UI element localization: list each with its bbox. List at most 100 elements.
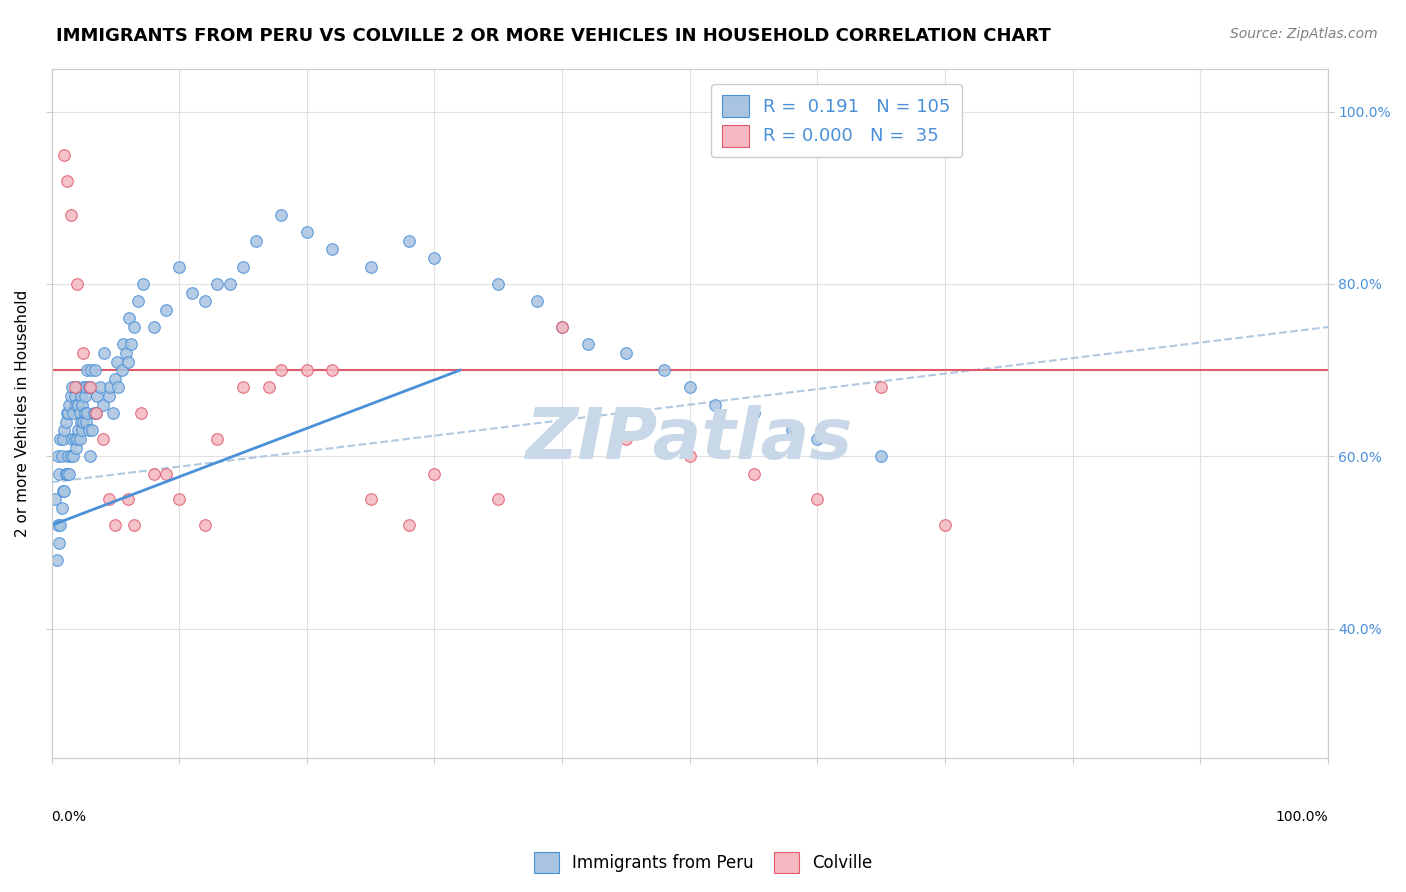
Point <box>806 432 828 446</box>
Point <box>56 467 79 481</box>
Point <box>129 406 152 420</box>
Point <box>486 277 509 291</box>
Point <box>56 406 79 420</box>
Point <box>98 389 121 403</box>
Point <box>63 380 86 394</box>
Point <box>77 424 100 438</box>
Point <box>526 294 548 309</box>
Point <box>870 450 893 464</box>
Point <box>105 354 128 368</box>
Point <box>167 492 190 507</box>
Point <box>62 406 84 420</box>
Point <box>70 389 93 403</box>
Point <box>167 260 190 274</box>
Point <box>934 518 956 533</box>
Point <box>48 467 70 481</box>
Point <box>127 294 149 309</box>
Point <box>62 450 84 464</box>
Point <box>72 380 94 394</box>
Point <box>98 492 121 507</box>
Legend: Immigrants from Peru, Colville: Immigrants from Peru, Colville <box>527 846 879 880</box>
Text: ZIPatlas: ZIPatlas <box>526 405 853 474</box>
Point <box>44 492 66 507</box>
Point <box>70 398 93 412</box>
Point <box>360 492 382 507</box>
Point <box>55 415 77 429</box>
Point <box>232 380 254 394</box>
Point <box>120 337 142 351</box>
Point <box>321 363 343 377</box>
Point <box>46 518 69 533</box>
Point <box>124 518 146 533</box>
Point <box>45 553 67 567</box>
Point <box>89 380 111 394</box>
Point <box>91 398 114 412</box>
Point <box>118 311 141 326</box>
Point <box>84 406 107 420</box>
Point <box>614 346 637 360</box>
Point <box>73 406 96 420</box>
Point <box>79 380 101 394</box>
Point <box>60 380 83 394</box>
Point <box>86 389 108 403</box>
Point <box>232 260 254 274</box>
Point <box>742 406 765 420</box>
Point <box>142 320 165 334</box>
Point <box>93 346 115 360</box>
Point <box>295 363 318 377</box>
Point <box>806 492 828 507</box>
Point <box>52 432 75 446</box>
Point <box>48 535 70 549</box>
Point <box>194 294 217 309</box>
Point <box>245 234 267 248</box>
Point <box>111 363 134 377</box>
Point <box>614 432 637 446</box>
Point <box>60 432 83 446</box>
Point <box>83 406 105 420</box>
Point <box>72 415 94 429</box>
Point <box>111 337 134 351</box>
Point <box>270 363 292 377</box>
Point <box>124 320 146 334</box>
Text: IMMIGRANTS FROM PERU VS COLVILLE 2 OR MORE VEHICLES IN HOUSEHOLD CORRELATION CHA: IMMIGRANTS FROM PERU VS COLVILLE 2 OR MO… <box>56 27 1052 45</box>
Point <box>194 518 217 533</box>
Point <box>132 277 155 291</box>
Point <box>551 320 574 334</box>
Point <box>398 234 420 248</box>
Point <box>52 483 75 498</box>
Point <box>219 277 242 291</box>
Legend: R =  0.191   N = 105, R = 0.000   N =  35: R = 0.191 N = 105, R = 0.000 N = 35 <box>711 85 962 157</box>
Point <box>65 398 87 412</box>
Point <box>91 432 114 446</box>
Point <box>295 225 318 239</box>
Point <box>104 372 127 386</box>
Point <box>69 432 91 446</box>
Point <box>66 380 89 394</box>
Point <box>142 467 165 481</box>
Point <box>98 380 121 394</box>
Point <box>704 398 727 412</box>
Point <box>652 363 675 377</box>
Point <box>80 363 103 377</box>
Point <box>75 415 97 429</box>
Point <box>76 406 98 420</box>
Point <box>79 380 101 394</box>
Point <box>75 380 97 394</box>
Point <box>53 147 76 161</box>
Point <box>63 432 86 446</box>
Point <box>56 450 79 464</box>
Point <box>117 492 139 507</box>
Point <box>360 260 382 274</box>
Point <box>59 208 82 222</box>
Point <box>73 389 96 403</box>
Point <box>423 467 446 481</box>
Point <box>66 432 89 446</box>
Point <box>79 450 101 464</box>
Point <box>70 415 93 429</box>
Point <box>270 208 292 222</box>
Point <box>65 441 87 455</box>
Point <box>742 467 765 481</box>
Point <box>257 380 280 394</box>
Point <box>72 346 94 360</box>
Point <box>49 518 72 533</box>
